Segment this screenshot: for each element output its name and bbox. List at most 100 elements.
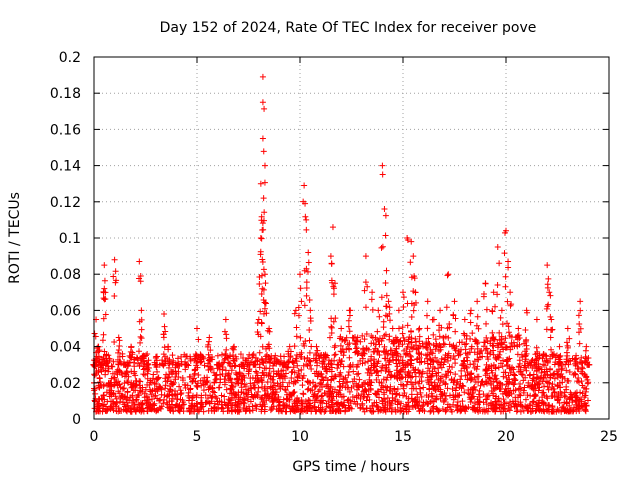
data-point-background [198,404,205,411]
data-point [261,271,268,278]
data-point-streak [258,290,265,297]
data-point-background [526,372,533,379]
data-point-streak [259,343,266,350]
data-point-background [356,376,363,383]
data-point-background [225,396,232,403]
data-point-background [232,399,239,406]
data-point-background [331,352,338,359]
data-point-streak [414,345,421,352]
data-point-background [124,369,131,376]
data-point-background [202,378,209,385]
data-point-background [267,407,274,414]
data-point-background [295,398,302,405]
data-point-streak [507,343,514,350]
data-point-background [340,380,347,387]
data-point-streak [469,330,476,337]
data-point-background [336,378,343,385]
data-point-streak [480,343,487,350]
data-point-background [382,383,389,390]
data-point-background [374,336,381,343]
data-point-background [124,399,131,406]
data-point-background [213,395,220,402]
data-point-background [456,392,463,399]
data-point-streak [466,349,473,356]
data-point-background [474,351,481,358]
data-point-background [166,391,173,398]
data-point [144,370,151,377]
data-point-background [298,396,305,403]
data-point-streak [461,332,468,339]
data-point-streak [270,360,277,367]
data-point-background [255,388,262,395]
data-point-background [299,401,306,408]
data-point-background [442,374,449,381]
data-point-background [229,384,236,391]
data-point-streak [425,335,432,342]
data-point-background [172,402,179,409]
data-point-streak [407,259,414,266]
data-point-streak [514,342,521,349]
data-point-streak [115,349,122,356]
data-point-background [429,350,436,357]
data-point-background [392,396,399,403]
data-point-background [146,382,153,389]
data-point-background [155,385,162,392]
data-point-background [555,390,562,397]
data-point-background [438,364,445,371]
data-point [408,238,415,245]
data-point-background [106,393,113,400]
data-point-background [281,353,288,360]
data-point-background [579,404,586,411]
data-point-background [288,374,295,381]
data-point-background [538,366,545,373]
data-point-background [115,404,122,411]
data-point-background [416,398,423,405]
data-point-background [443,393,450,400]
data-point-streak [104,359,111,366]
data-point-background [180,401,187,408]
data-point-background [349,393,356,400]
data-point-background [454,402,461,409]
data-point [111,256,118,263]
data-point-streak [345,317,352,324]
data-point-background [365,391,372,398]
data-point-background [359,402,366,409]
data-point-background [546,380,553,387]
data-point-background [516,357,523,364]
data-point [239,361,246,368]
data-point [128,343,135,350]
data-point-streak [364,283,371,290]
data-point-background [305,385,312,392]
data-point-background [110,358,117,365]
data-point [461,316,468,323]
data-point-background [313,395,320,402]
data-point-streak [160,334,167,341]
data-point-streak [543,326,550,333]
data-point-streak [566,335,573,342]
data-point-streak [500,357,506,364]
data-point-streak [127,348,134,355]
data-point-background [186,373,193,380]
data-point-background [317,399,324,406]
y-tick-label: 0.04 [50,340,81,356]
data-point-streak [576,329,583,336]
data-point-streak [262,355,269,362]
data-point-background [408,357,415,364]
data-point-background [218,351,225,358]
data-point-streak [424,325,431,332]
data-point-background [429,392,436,399]
data-point-background [368,370,375,377]
data-point [327,253,334,260]
data-point-streak [306,337,313,344]
data-point-background [476,394,483,401]
data-point-background [340,363,347,370]
data-point-background [269,399,276,406]
data-point-background [420,402,427,409]
data-point-background [357,405,364,412]
data-point-background [522,403,529,410]
data-point-background [324,381,331,388]
data-point-streak [563,358,570,365]
data-point-streak [295,304,302,311]
data-point-background [477,407,484,414]
data-point-background [517,399,524,406]
